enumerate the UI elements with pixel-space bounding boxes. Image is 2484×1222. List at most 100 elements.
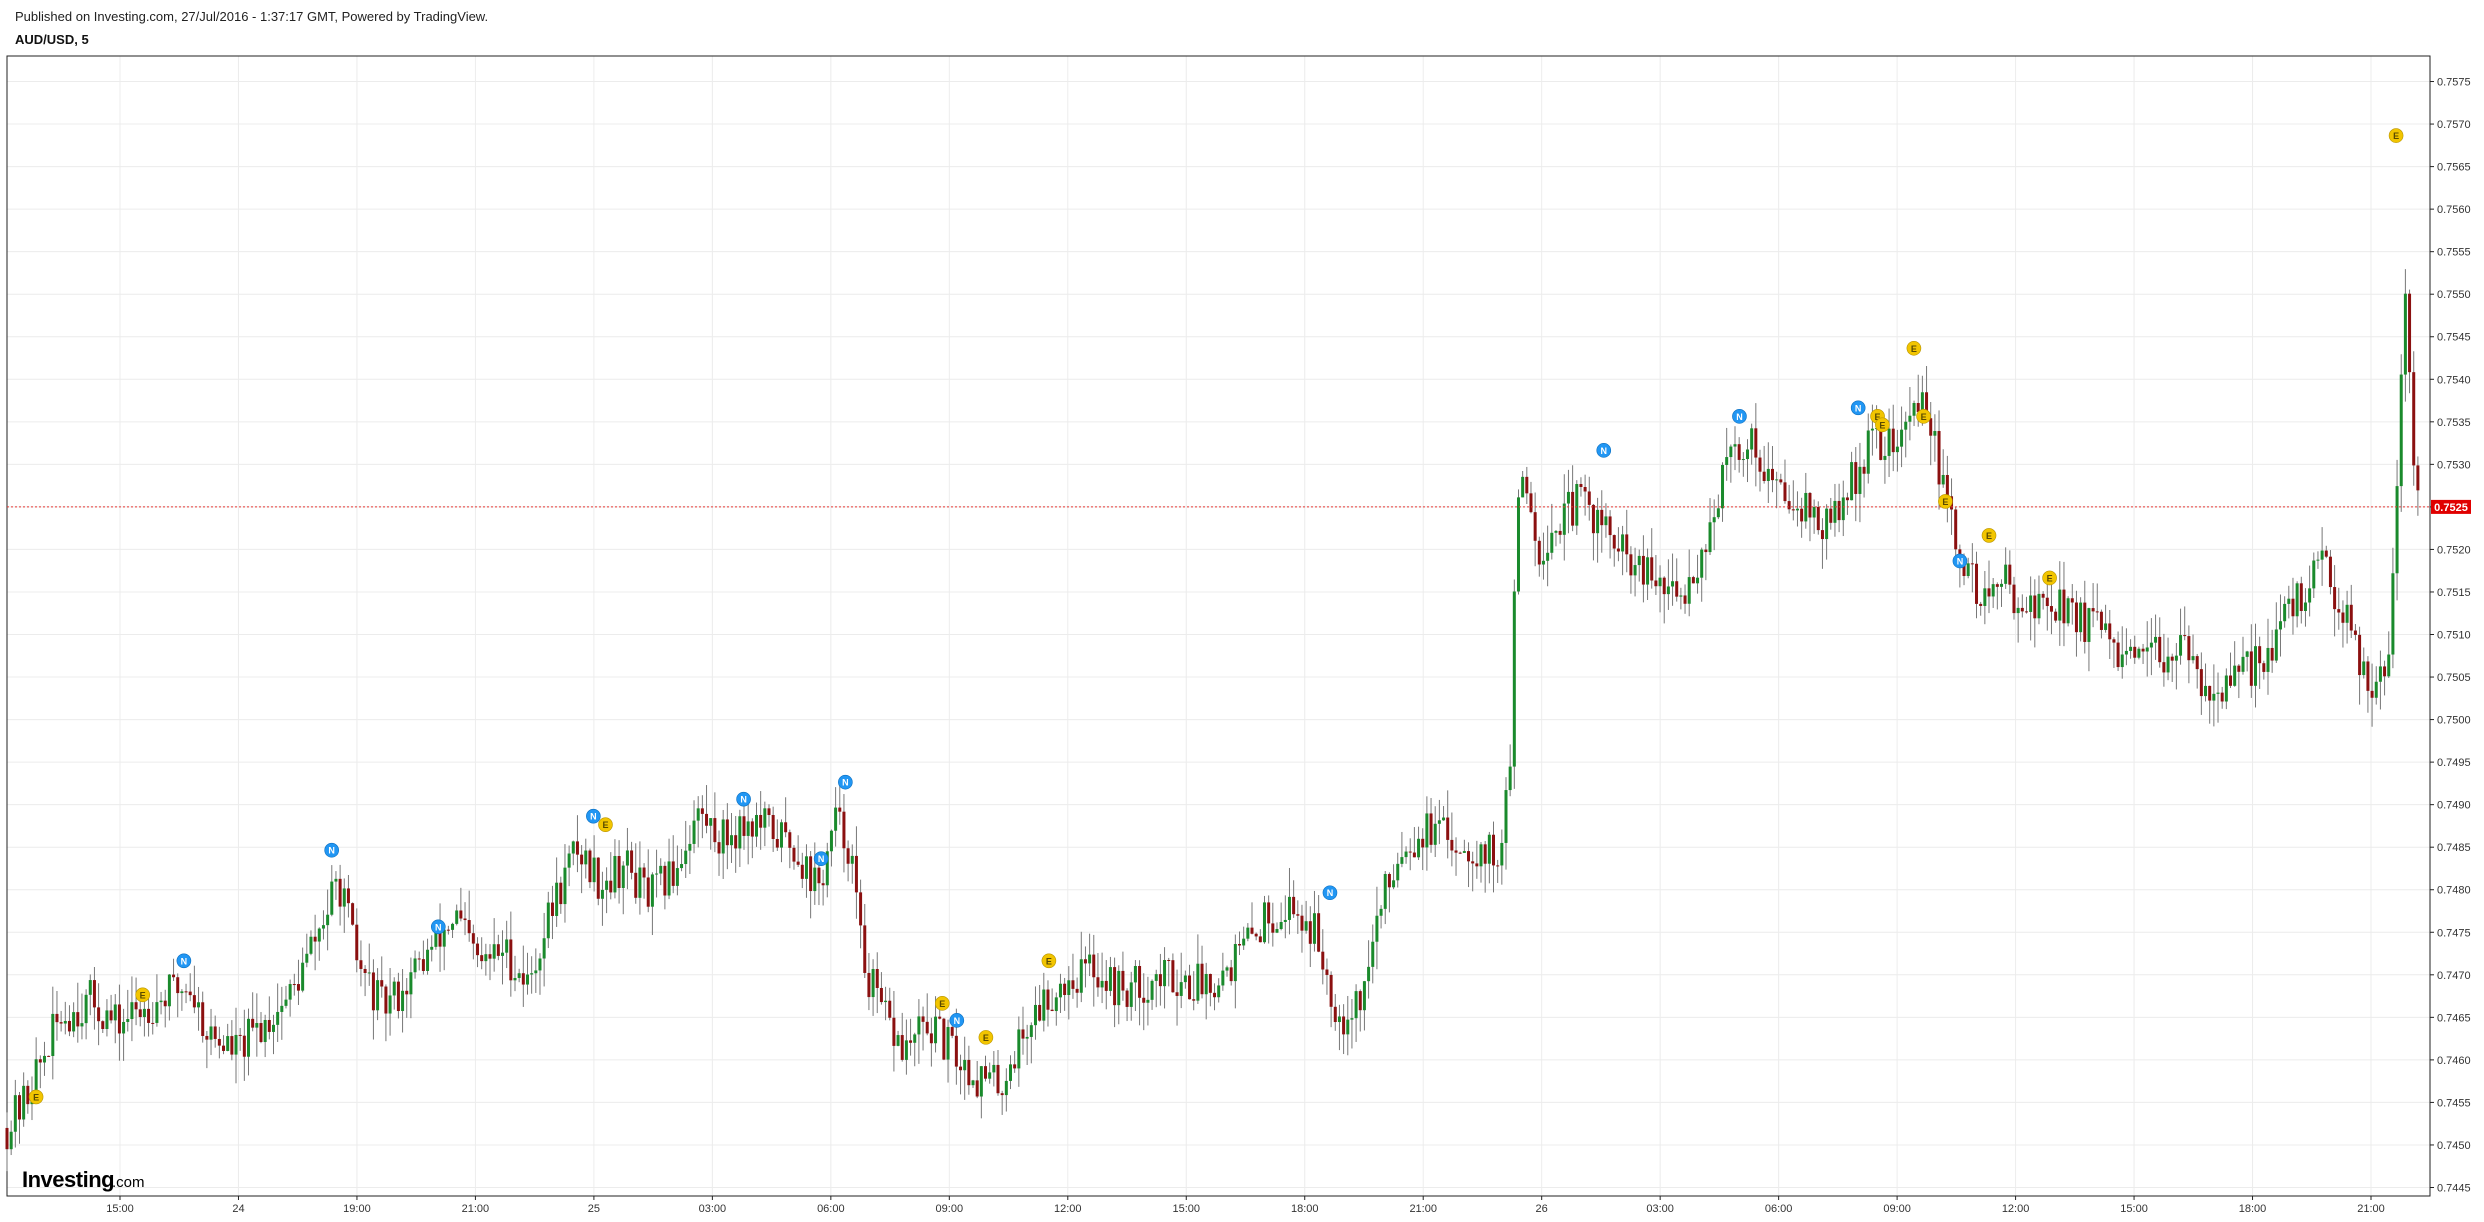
candle-down	[2341, 612, 2345, 623]
candle-down	[101, 1021, 105, 1030]
candle-up	[571, 841, 575, 854]
candle-down	[1662, 577, 1666, 595]
candle-up	[84, 994, 88, 1024]
x-tick-label: 12:00	[1054, 1203, 1082, 1215]
economic-event-marker[interactable]: E	[1906, 340, 1922, 356]
candle-up	[2374, 681, 2378, 698]
news-event-marker[interactable]: N	[949, 1013, 965, 1028]
news-event-marker[interactable]: N	[813, 851, 829, 867]
economic-event-marker[interactable]: E	[598, 817, 613, 832]
y-tick-label: 0.7495	[2437, 757, 2471, 769]
candle-down	[1471, 861, 1475, 864]
candle-down	[467, 920, 471, 934]
economic-event-marker[interactable]: E	[2388, 128, 2404, 143]
news-event-marker[interactable]: N	[838, 774, 853, 790]
candle-up	[2212, 693, 2216, 701]
economic-event-marker[interactable]: E	[934, 996, 950, 1011]
candle-down	[147, 1008, 151, 1023]
candle-up	[1908, 415, 1912, 422]
news-event-marker[interactable]: N	[586, 808, 601, 824]
economic-event-marker[interactable]: E	[2042, 570, 2057, 586]
candle-down	[1292, 896, 1296, 915]
logo-brand: Investing	[22, 1167, 114, 1192]
candle-up	[88, 980, 92, 995]
candle-up	[63, 1020, 67, 1024]
candle-up	[2149, 642, 2153, 648]
news-event-marker[interactable]: N	[1732, 409, 1747, 424]
candle-down	[875, 968, 879, 988]
candle-up	[34, 1059, 38, 1101]
news-event-marker[interactable]: N	[1322, 885, 1338, 901]
candle-down	[1854, 462, 1858, 494]
candle-up	[2312, 560, 2316, 589]
event-circle	[430, 919, 446, 935]
candle-down	[1125, 990, 1129, 1007]
candle-up	[2104, 623, 2108, 630]
candle-up	[1904, 421, 1908, 430]
candle-down	[296, 984, 300, 991]
news-event-marker[interactable]: N	[1596, 443, 1612, 458]
y-tick-label: 0.7465	[2437, 1012, 2471, 1024]
candle-down	[1837, 500, 1841, 521]
candle-up	[1058, 983, 1062, 998]
event-letter: E	[1879, 420, 1885, 430]
candle-down	[900, 1035, 904, 1060]
news-event-marker[interactable]: N	[1952, 553, 1968, 569]
candle-down	[975, 1080, 979, 1097]
candle-up	[1550, 532, 1554, 553]
candle-up	[829, 830, 833, 852]
candle-down	[313, 936, 317, 942]
candle-down	[59, 1022, 63, 1024]
candle-up	[1379, 908, 1383, 916]
candle-up	[321, 925, 325, 929]
candle-up	[301, 962, 305, 991]
candle-up	[2403, 293, 2407, 375]
economic-event-marker[interactable]: E	[1875, 417, 1890, 433]
candle-up	[1029, 1025, 1033, 1037]
candle-up	[1004, 1080, 1008, 1096]
y-axis-ticks: 0.7445 0.7450 0.7455 0.7460 0.7465 0.7470 0.74…	[2430, 77, 2471, 1194]
x-tick-label: 06:00	[1765, 1203, 1793, 1215]
candle-down	[2299, 583, 2303, 612]
candle-up	[1621, 534, 1625, 552]
candle-up	[409, 972, 413, 995]
candle-down	[1879, 428, 1883, 460]
candle-down	[809, 856, 813, 892]
candle-up	[1658, 577, 1662, 587]
candle-up	[1721, 464, 1725, 509]
candle-up	[2387, 654, 2391, 677]
economic-event-marker[interactable]: E	[1041, 953, 1057, 969]
economic-event-marker[interactable]: E	[28, 1089, 44, 1105]
candle-up	[1562, 503, 1566, 535]
candle-up	[309, 936, 313, 954]
candle-up	[1362, 981, 1366, 1011]
news-event-marker[interactable]: N	[324, 842, 339, 858]
economic-event-marker[interactable]: E	[978, 1030, 994, 1045]
economic-event-marker[interactable]: E	[1981, 528, 1997, 543]
candle-up	[263, 1019, 267, 1043]
candle-up	[451, 923, 455, 930]
economic-event-marker[interactable]: E	[1916, 409, 1931, 424]
news-event-marker[interactable]: N	[430, 919, 446, 935]
news-event-marker[interactable]: N	[176, 953, 192, 969]
candle-down	[1587, 491, 1591, 505]
economic-event-marker[interactable]: E	[135, 987, 150, 1003]
candle-up	[1766, 468, 1770, 481]
published-caption: Published on Investing.com, 27/Jul/2016 …	[15, 9, 489, 24]
candle-down	[405, 990, 409, 995]
news-event-marker[interactable]: N	[736, 791, 751, 807]
candle-up	[1479, 844, 1483, 867]
candle-up	[342, 888, 346, 907]
candle-up	[667, 861, 671, 896]
candle-down	[1583, 487, 1587, 492]
candle-up	[2320, 550, 2324, 560]
candle-down	[717, 842, 721, 854]
candle-down	[138, 1009, 142, 1018]
news-event-marker[interactable]: N	[1850, 400, 1866, 416]
economic-event-marker[interactable]: E	[1938, 494, 1953, 509]
candle-down	[2349, 604, 2353, 631]
candle-down	[929, 1033, 933, 1044]
candle-down	[1342, 1016, 1346, 1035]
candle-up	[1304, 921, 1308, 931]
